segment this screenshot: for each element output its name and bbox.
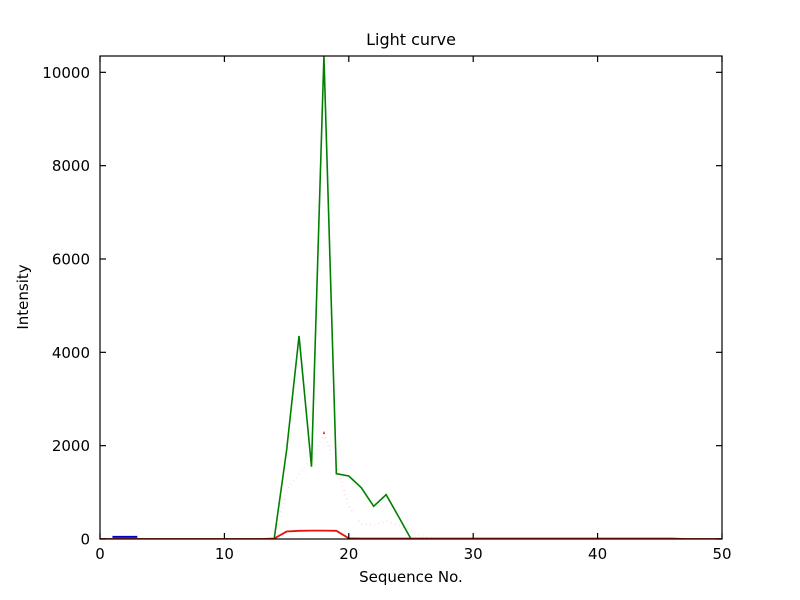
y-axis-ticks: 0 2000 4000 6000 8000 10000 (42, 64, 722, 549)
y-tick-label: 4000 (52, 344, 90, 362)
y-tick-label: 2000 (52, 437, 90, 455)
x-tick-label: 10 (215, 545, 234, 563)
x-tick-label: 20 (339, 545, 358, 563)
y-axis-label: Intensity (14, 264, 32, 329)
series-red-solid (100, 529, 722, 539)
series-red-dotted (100, 430, 722, 539)
y-tick-label: 6000 (52, 251, 90, 269)
x-tick-label: 0 (95, 545, 105, 563)
x-axis-ticks: 0 10 20 30 40 50 (95, 56, 732, 563)
plot-frame (99, 55, 723, 540)
x-tick-label: 50 (712, 545, 731, 563)
y-tick-label: 8000 (52, 157, 90, 175)
series-green-solid (100, 56, 722, 539)
x-axis-label: Sequence No. (359, 568, 463, 586)
x-tick-label: 30 (464, 545, 483, 563)
data-series-group (100, 56, 722, 539)
y-tick-label: 10000 (42, 64, 90, 82)
chart-title: Light curve (366, 30, 456, 49)
y-tick-label: 0 (80, 531, 90, 549)
x-tick-label: 40 (588, 545, 607, 563)
